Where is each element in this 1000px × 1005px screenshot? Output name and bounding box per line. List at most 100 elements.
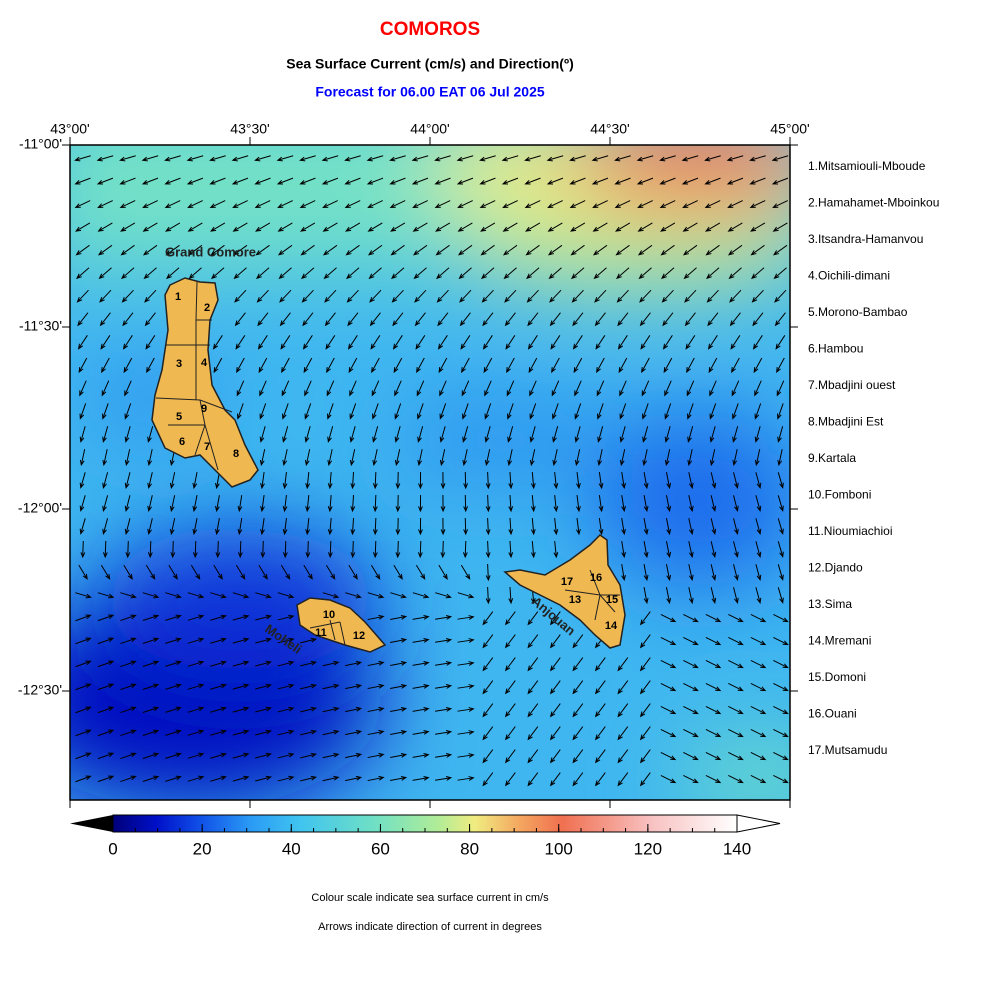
- current-arrow: [660, 705, 677, 715]
- current-arrow: [573, 357, 583, 374]
- region-number: 2: [204, 302, 210, 314]
- current-arrow: [102, 472, 109, 489]
- current-arrow: [97, 683, 115, 691]
- current-arrow: [259, 380, 267, 397]
- current-arrow: [209, 177, 226, 185]
- current-arrow: [74, 155, 91, 162]
- current-arrow: [327, 471, 333, 490]
- current-arrow: [369, 289, 382, 303]
- colorbar-label: 60: [371, 839, 390, 858]
- current-arrow: [277, 244, 293, 256]
- current-arrow: [260, 495, 265, 513]
- current-arrow: [530, 540, 536, 559]
- current-arrow: [710, 495, 717, 513]
- current-arrow: [254, 155, 271, 162]
- current-arrow: [186, 177, 204, 185]
- current-arrow: [552, 403, 559, 420]
- current-arrow: [280, 564, 291, 580]
- current-arrow: [322, 660, 340, 667]
- current-arrow: [435, 661, 453, 666]
- current-arrow: [547, 222, 563, 232]
- current-arrow: [641, 380, 650, 397]
- region-number: 8: [233, 448, 239, 460]
- current-arrow: [236, 380, 245, 397]
- current-arrow: [79, 403, 87, 420]
- current-arrow: [615, 222, 631, 232]
- current-arrow: [592, 200, 608, 209]
- current-arrow: [688, 587, 694, 605]
- current-arrow: [571, 267, 585, 280]
- title: COMOROS: [380, 19, 480, 40]
- current-arrow: [188, 267, 202, 280]
- current-arrow: [258, 564, 268, 580]
- current-arrow: [457, 638, 475, 643]
- current-arrow: [187, 729, 205, 736]
- current-arrow: [187, 244, 203, 256]
- current-arrow: [750, 751, 767, 761]
- current-arrow: [755, 518, 762, 535]
- current-arrow: [727, 244, 743, 256]
- current-arrow: [457, 661, 475, 666]
- current-arrow: [277, 683, 295, 690]
- current-arrow: [439, 449, 446, 467]
- current-arrow: [733, 518, 739, 535]
- current-arrow: [100, 564, 111, 580]
- current-arrow: [372, 403, 379, 420]
- current-arrow: [260, 540, 266, 559]
- current-arrow: [301, 267, 315, 280]
- current-arrow: [687, 426, 694, 443]
- region-number: 9: [201, 403, 207, 415]
- current-arrow: [572, 749, 584, 764]
- current-arrow: [165, 683, 182, 690]
- current-arrow: [97, 200, 113, 209]
- current-arrow: [460, 564, 471, 580]
- current-arrow: [664, 403, 672, 420]
- current-arrow: [277, 592, 295, 599]
- current-arrow: [437, 312, 449, 327]
- current-arrow: [636, 177, 654, 185]
- current-arrow: [463, 494, 469, 513]
- current-arrow: [187, 706, 205, 713]
- current-arrow: [164, 200, 181, 209]
- current-arrow: [254, 177, 271, 185]
- current-arrow: [412, 592, 430, 599]
- current-arrow: [345, 244, 360, 256]
- current-arrow: [640, 335, 651, 350]
- current-arrow: [142, 706, 160, 713]
- current-arrow: [460, 335, 471, 350]
- current-arrow: [660, 222, 676, 232]
- current-arrow: [592, 244, 608, 256]
- current-arrow: [232, 660, 250, 667]
- current-arrow: [300, 775, 318, 782]
- current-arrow: [212, 335, 223, 350]
- current-arrow: [683, 774, 699, 784]
- colorbar-label: 100: [545, 839, 573, 858]
- current-arrow: [255, 775, 272, 782]
- current-arrow: [75, 752, 92, 760]
- current-arrow: [120, 244, 135, 256]
- current-arrow: [463, 471, 469, 490]
- current-arrow: [121, 289, 134, 303]
- current-arrow: [412, 753, 430, 758]
- current-arrow: [435, 707, 453, 712]
- current-arrow: [75, 222, 91, 232]
- current-arrow: [665, 518, 672, 536]
- current-arrow: [165, 706, 182, 713]
- current-arrow: [506, 380, 515, 397]
- current-arrow: [124, 380, 132, 397]
- current-arrow: [367, 244, 383, 256]
- current-arrow: [688, 472, 694, 490]
- current-arrow: [232, 592, 250, 599]
- current-arrow: [642, 426, 649, 443]
- current-arrow: [165, 222, 181, 232]
- current-arrow: [232, 729, 250, 736]
- current-arrow: [101, 380, 110, 397]
- current-arrow: [527, 749, 539, 764]
- current-arrow: [344, 177, 361, 185]
- current-arrow: [79, 495, 86, 512]
- legend-item: 12.Djando: [808, 561, 863, 575]
- current-arrow: [322, 200, 338, 209]
- region-number: 15: [606, 594, 618, 606]
- current-arrow: [232, 244, 248, 256]
- current-arrow: [507, 449, 513, 467]
